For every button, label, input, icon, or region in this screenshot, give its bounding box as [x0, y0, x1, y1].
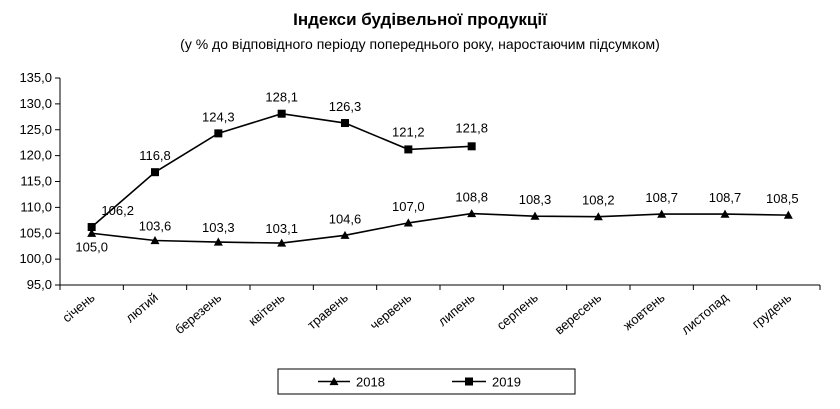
data-label-2018: 103,1	[265, 221, 298, 236]
series-line-2018	[91, 212, 789, 244]
data-label-2019: 124,3	[202, 109, 235, 124]
point-2019	[341, 119, 349, 128]
data-label-2018: 103,6	[139, 218, 172, 233]
point-2018	[657, 209, 667, 218]
x-tick-label: січень	[59, 290, 97, 326]
x-tick-label: лютий	[123, 290, 161, 326]
point-2018	[403, 218, 413, 227]
point-2018	[150, 235, 160, 245]
point-2018	[213, 237, 223, 246]
point-2018	[530, 211, 540, 220]
data-label-2019: 106,2	[101, 203, 134, 218]
legend-box	[277, 368, 576, 395]
data-label-2019: 128,1	[265, 90, 298, 105]
data-label-2019: 126,3	[329, 99, 362, 114]
data-label-2018: 108,2	[582, 193, 615, 208]
legend-marker-2018	[329, 377, 339, 386]
point-2019	[151, 168, 159, 177]
point-2019	[404, 145, 413, 154]
point-2018	[277, 238, 287, 247]
point-2018	[720, 209, 730, 218]
legend-label-2018: 2018	[356, 375, 385, 390]
data-label-2019: 116,8	[139, 148, 171, 163]
y-tick-label: 130,0	[19, 96, 52, 111]
point-2019	[214, 129, 223, 138]
point-2018	[783, 210, 793, 219]
point-2018	[467, 209, 477, 218]
y-tick-label: 110,0	[20, 199, 52, 214]
x-tick-label: вересень	[552, 290, 605, 338]
y-tick-label: 115,0	[20, 174, 52, 189]
data-label-2018: 107,0	[392, 199, 425, 214]
point-2019	[277, 109, 286, 118]
y-tick-label: 120,0	[19, 148, 52, 163]
x-tick-label: серпень	[494, 290, 541, 333]
point-2018	[87, 228, 97, 237]
x-tick-label: квітень	[245, 290, 287, 329]
data-label-2018: 108,3	[519, 192, 552, 207]
legend-marker-2019	[465, 377, 473, 386]
data-label-2018: 108,7	[709, 190, 742, 205]
point-2018	[340, 230, 350, 239]
data-label-2018: 108,8	[455, 190, 488, 205]
x-tick-label: травень	[304, 290, 351, 333]
data-label-2018: 105,0	[75, 239, 108, 254]
data-label-2019: 121,2	[392, 124, 425, 139]
data-label-2019: 121,8	[455, 120, 488, 135]
chart-title: Індекси будівельної продукції	[293, 10, 547, 29]
x-tick-label: грудень	[749, 290, 795, 332]
point-2019	[87, 223, 96, 232]
data-label-2018: 108,7	[645, 190, 678, 205]
y-tick-label: 125,0	[19, 122, 52, 137]
data-label-2018: 103,3	[202, 220, 235, 235]
y-tick-label: 95,0	[27, 277, 52, 292]
y-tick-label: 105,0	[19, 225, 52, 240]
y-tick-label: 100,0	[19, 251, 52, 266]
legend-label-2019: 2019	[492, 375, 521, 390]
chart-subtitle: (у % до відповідного періоду попередньог…	[180, 36, 660, 52]
x-tick-label: червень	[367, 290, 414, 333]
point-2018	[593, 212, 603, 221]
x-tick-label: липень	[435, 290, 478, 329]
data-label-2018: 108,5	[766, 191, 799, 206]
point-2019	[467, 142, 476, 151]
y-tick-label: 135,0	[19, 70, 52, 85]
x-tick-label: березень	[172, 290, 224, 337]
x-tick-label: листопад	[678, 290, 731, 338]
data-label-2018: 104,6	[329, 211, 362, 226]
x-tick-label: жовтень	[620, 290, 668, 333]
